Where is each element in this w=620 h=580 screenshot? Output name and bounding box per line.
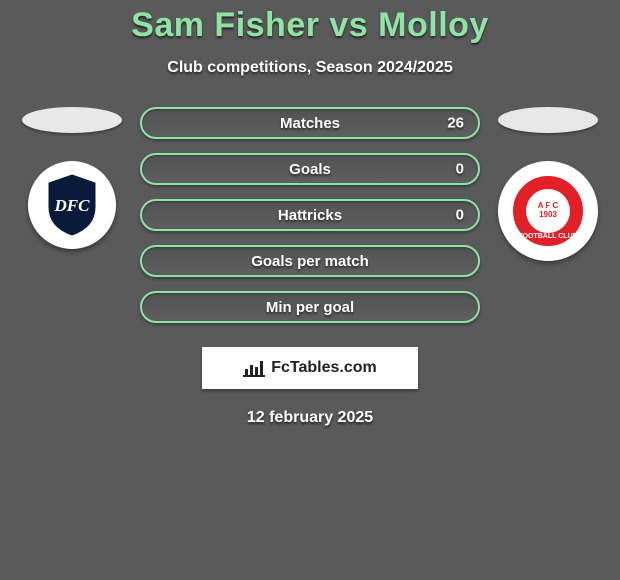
crest-core-text: A F C1903 xyxy=(538,202,559,220)
aberdeen-ring-icon: A F C1903 FOOTBALL CLUB xyxy=(508,171,588,251)
date-text: 12 february 2025 xyxy=(0,409,620,427)
stat-label: Matches xyxy=(280,115,340,132)
brand-box: FcTables.com xyxy=(202,347,418,389)
club-crest-left: DFC xyxy=(28,161,116,249)
comparison-card: Sam Fisher vs Molloy Club competitions, … xyxy=(0,0,620,580)
player-head-ellipse-right xyxy=(498,107,598,133)
bar-chart-icon xyxy=(243,359,265,377)
stat-bar-matches: Matches 26 xyxy=(140,107,480,139)
stat-value: 0 xyxy=(456,207,464,224)
stat-bar-min-per-goal: Min per goal xyxy=(140,291,480,323)
subtitle: Club competitions, Season 2024/2025 xyxy=(0,59,620,77)
club-crest-right: A F C1903 FOOTBALL CLUB xyxy=(498,161,598,261)
stat-label: Min per goal xyxy=(266,299,354,316)
stat-label: Goals per match xyxy=(251,253,369,270)
brand-text: FcTables.com xyxy=(271,359,377,377)
stat-bars: Matches 26 Goals 0 Hattricks 0 Goals per… xyxy=(140,107,480,323)
stat-value: 0 xyxy=(456,161,464,178)
right-column: A F C1903 FOOTBALL CLUB xyxy=(498,107,598,261)
aberdeen-core: A F C1903 xyxy=(526,189,570,233)
dfc-shield-icon: DFC xyxy=(45,173,99,237)
stat-bar-goals: Goals 0 xyxy=(140,153,480,185)
content-row: DFC Matches 26 Goals 0 Hattricks 0 Goals… xyxy=(0,107,620,323)
stat-bar-goals-per-match: Goals per match xyxy=(140,245,480,277)
svg-text:DFC: DFC xyxy=(54,196,91,215)
crest-ring-text: FOOTBALL CLUB xyxy=(513,233,583,240)
left-column: DFC xyxy=(22,107,122,249)
stat-label: Hattricks xyxy=(278,207,342,224)
page-title: Sam Fisher vs Molloy xyxy=(0,6,620,45)
stat-label: Goals xyxy=(289,161,331,178)
player-head-ellipse-left xyxy=(22,107,122,133)
stat-value: 26 xyxy=(447,115,464,132)
stat-bar-hattricks: Hattricks 0 xyxy=(140,199,480,231)
